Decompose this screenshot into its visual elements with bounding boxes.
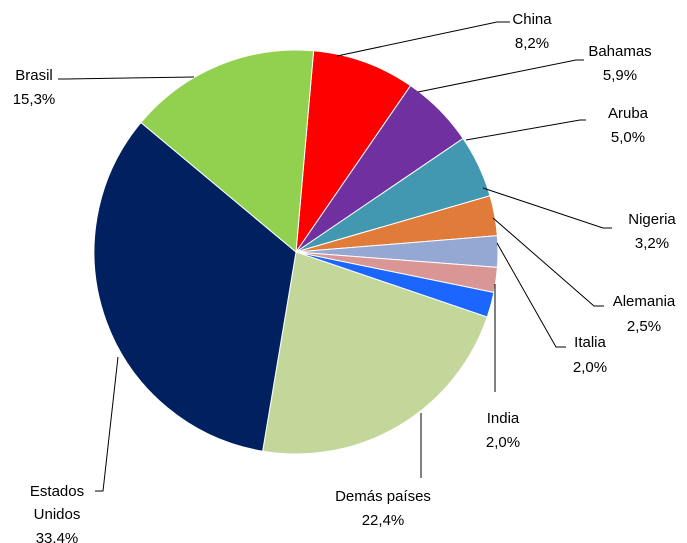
leader-lines	[58, 21, 612, 492]
label-nigeria-name: Nigeria	[628, 211, 676, 228]
leader-aruba	[465, 119, 586, 141]
leader-eeuu	[95, 356, 119, 492]
label-demas-name: Demás países	[335, 488, 431, 505]
label-eeuu-name: Estados Unidos	[30, 483, 84, 523]
leader-alemania	[492, 217, 604, 307]
leader-brasil	[58, 76, 195, 80]
label-italia-name: Italia	[574, 334, 606, 351]
leader-nigeria	[482, 187, 612, 229]
pie-slice-brasil	[140, 49, 315, 253]
pie-slice-demas-paises	[262, 251, 488, 455]
label-india-name: India	[487, 410, 520, 427]
leader-italia	[496, 242, 566, 348]
label-india-value: 2,0%	[486, 434, 520, 451]
pie-slice-estados-unidos	[93, 121, 297, 452]
leader-china	[336, 21, 510, 57]
label-demas-value: 22,4%	[362, 512, 405, 529]
label-eeuu-value: 33,4%	[36, 530, 79, 543]
label-aruba-name: Aruba	[608, 105, 649, 122]
label-alemania-name: Alemania	[613, 293, 676, 310]
pie-slice-china	[295, 50, 412, 254]
pie-slices	[93, 49, 499, 455]
label-aruba-value: 5,0%	[611, 129, 645, 146]
label-bahamas-value: 5,9%	[603, 67, 637, 84]
leader-bahamas	[417, 59, 584, 93]
label-alemania-value: 2,5%	[627, 318, 661, 335]
label-brasil-name: Brasil	[15, 67, 53, 84]
label-italia-value: 2,0%	[573, 359, 607, 376]
slice-labels: China 8,2% Bahamas 5,9% Aruba 5,0% Niger…	[13, 11, 677, 543]
label-china-name: China	[512, 11, 552, 28]
label-brasil-value: 15,3%	[13, 91, 56, 108]
label-china-value: 8,2%	[515, 35, 549, 52]
label-nigeria-value: 3,2%	[635, 235, 669, 252]
label-bahamas-name: Bahamas	[588, 43, 651, 60]
